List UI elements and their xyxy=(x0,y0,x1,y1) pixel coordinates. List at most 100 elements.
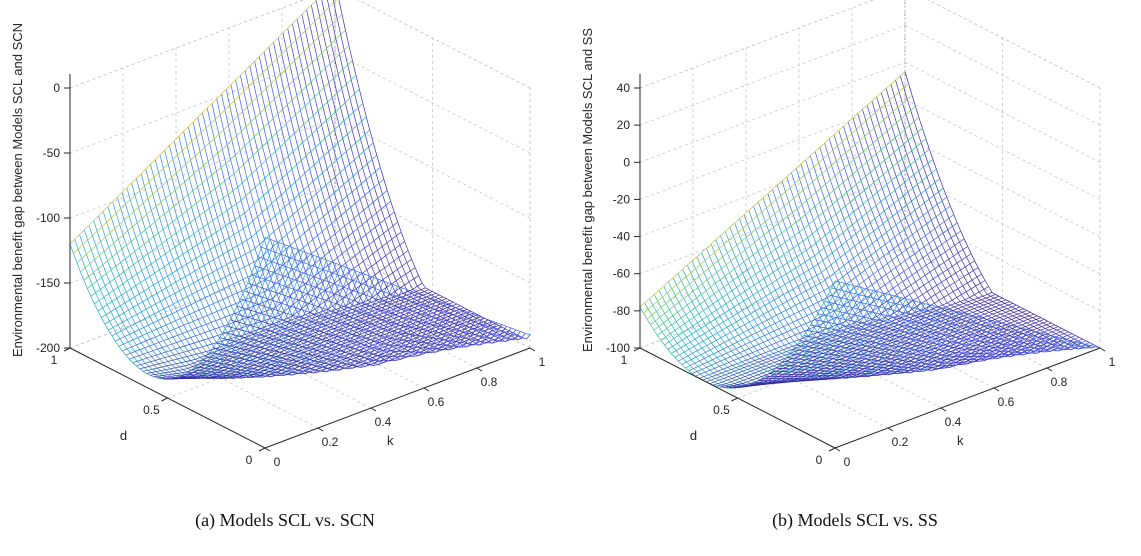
mesh-line-d xyxy=(150,267,416,376)
mesh-line-d xyxy=(104,129,371,325)
mesh-line-d xyxy=(212,314,478,373)
k-tick xyxy=(887,427,894,432)
caption-b: (b) Models SCL vs. SS xyxy=(772,510,938,530)
mesh-line-d xyxy=(688,214,955,372)
mesh-line-d xyxy=(727,292,993,389)
mesh-line-d xyxy=(737,297,1003,389)
axes-box xyxy=(69,0,531,449)
mesh-line-d xyxy=(660,138,927,341)
k-axis-label: k xyxy=(957,433,964,448)
mesh-line-d xyxy=(775,317,1041,376)
mesh-line-k xyxy=(871,100,1068,352)
mesh-line-d xyxy=(733,295,1000,389)
z-tick-label: -80 xyxy=(613,304,631,318)
d-tick-label: 0 xyxy=(816,453,823,467)
mesh-line-d xyxy=(250,274,517,344)
d-tick-label: 1 xyxy=(621,353,628,367)
chart-panel-a: 0 0.2 0.4 0.6 0.8 1 0 0.5 1 -200 -150 -100 -50 0 k d Env… xyxy=(0,0,570,556)
k-tick xyxy=(476,367,483,372)
k-tick-label: 0.8 xyxy=(481,375,498,389)
mesh-line-d xyxy=(153,275,419,378)
mesh-line-k xyxy=(249,65,446,357)
mesh-line-d xyxy=(177,296,444,379)
mesh-line-d xyxy=(223,319,489,368)
mesh-line-d xyxy=(198,307,464,377)
mesh-line-d xyxy=(709,260,975,385)
z-tick-label: -100 xyxy=(36,211,60,225)
mesh-line-d xyxy=(723,286,989,389)
mesh-line-d xyxy=(779,319,1045,375)
mesh-line-d xyxy=(706,253,972,383)
mesh-line-d xyxy=(261,246,527,340)
z-tick-label: 40 xyxy=(617,81,631,95)
mesh-line-d xyxy=(720,280,986,388)
mesh-line-d xyxy=(702,246,968,381)
mesh-line-d xyxy=(125,201,391,356)
mesh-line-d xyxy=(146,259,412,374)
mesh-line-d xyxy=(667,159,934,350)
d-axis-label: d xyxy=(120,428,127,443)
mesh-line-d xyxy=(87,60,353,289)
mesh-line-d xyxy=(821,307,1087,352)
mesh-line-d xyxy=(692,222,958,374)
d-tick-label: 0.5 xyxy=(143,403,160,417)
mesh-line-d xyxy=(139,241,405,370)
mesh-line-k xyxy=(79,234,275,380)
mesh-line-d xyxy=(772,315,1038,377)
mesh-line-d xyxy=(786,322,1052,372)
mesh-line-d xyxy=(824,300,1090,351)
surface-plot-a: 00.20.40.60.8100.51-200-150-100-500kdEnv… xyxy=(10,0,546,469)
mesh-line-d xyxy=(83,45,350,281)
mesh-line-d xyxy=(163,289,430,380)
mesh-line-d xyxy=(108,142,374,331)
mesh-line-d xyxy=(195,305,461,378)
mesh-line-d xyxy=(143,250,409,372)
k-tick xyxy=(1099,347,1106,352)
k-axis-line xyxy=(264,347,531,449)
mesh-line-k xyxy=(899,75,1096,349)
k-tick xyxy=(317,427,324,432)
chart-panel-b: 0 0.2 0.4 0.6 0.8 1 0 0.5 1 -100 -80 -60 -40 -20 0 20 40… xyxy=(570,0,1140,556)
k-tick-label: 0.6 xyxy=(428,395,445,409)
mesh-line-d xyxy=(174,294,440,379)
mesh-line-d xyxy=(226,321,492,366)
mesh-line-d xyxy=(650,106,916,325)
z-tick-label: -150 xyxy=(36,276,60,290)
z-tick-label: 0 xyxy=(623,155,630,169)
mesh-line-d xyxy=(129,211,395,360)
z-tick-label: -50 xyxy=(43,146,61,160)
k-tick xyxy=(423,387,430,392)
d-tick xyxy=(828,447,836,452)
k-tick-label: 0.4 xyxy=(375,415,392,429)
k-tick xyxy=(264,447,271,452)
mesh-line-d xyxy=(118,178,385,347)
k-tick xyxy=(1046,367,1053,372)
mesh-line-d xyxy=(101,116,367,318)
mesh-line-d xyxy=(264,237,531,336)
mesh-line-d xyxy=(681,196,948,365)
mesh-line-d xyxy=(157,282,423,379)
mesh-line-d xyxy=(76,13,343,264)
z-tick-label: -60 xyxy=(613,267,631,281)
z-tick-label: -100 xyxy=(606,341,630,355)
mesh-line-d xyxy=(803,331,1069,361)
axis-edges xyxy=(639,74,1101,449)
d-tick xyxy=(258,447,266,452)
k-tick-label: 1 xyxy=(1109,355,1116,369)
surface-mesh xyxy=(639,71,1101,389)
mesh-line-d xyxy=(671,168,937,354)
mesh-line-d xyxy=(167,291,433,380)
mesh-line-d xyxy=(678,187,944,362)
k-tick-label: 0.6 xyxy=(998,395,1015,409)
k-tick-label: 0.8 xyxy=(1051,375,1068,389)
mesh-line-d xyxy=(254,265,520,342)
k-tick xyxy=(529,347,536,352)
k-tick-label: 0 xyxy=(274,455,281,469)
mesh-line-k xyxy=(145,168,342,378)
k-tick-label: 0.4 xyxy=(945,415,962,429)
z-tick-label: -20 xyxy=(613,192,631,206)
mesh-line-d xyxy=(170,292,437,380)
k-tick xyxy=(370,407,377,412)
